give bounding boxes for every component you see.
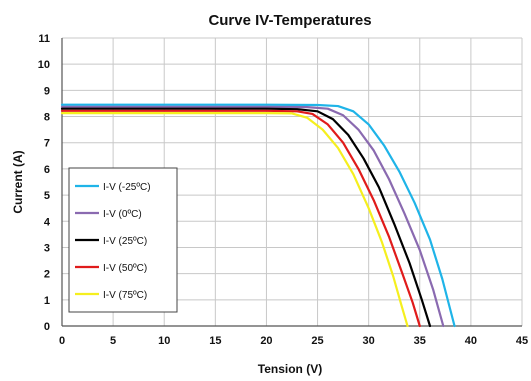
x-tick-label-2: 10 xyxy=(158,335,170,347)
x-tick-label-9: 45 xyxy=(516,335,528,347)
chart-title: Curve IV-Temperatures xyxy=(208,12,371,29)
x-axis-label: Tension (V) xyxy=(258,362,322,376)
series-line-4 xyxy=(60,112,409,328)
y-tick-label-10: 10 xyxy=(38,59,50,71)
y-tick-label-5: 5 xyxy=(44,190,50,202)
x-tick-label-5: 25 xyxy=(311,335,323,347)
y-axis-label: Current (A) xyxy=(11,150,25,213)
y-tick-label-9: 9 xyxy=(44,85,50,97)
series-line-0 xyxy=(60,103,456,328)
x-tick-label-6: 30 xyxy=(363,335,375,347)
plot-frame xyxy=(61,38,522,327)
x-tick-labels: 0 5 10 15 20 25 30 35 40 45 xyxy=(59,335,528,347)
x-tick-label-3: 15 xyxy=(209,335,221,347)
y-tick-label-3: 3 xyxy=(44,242,50,254)
series-line-1 xyxy=(60,105,445,328)
y-tick-label-11: 11 xyxy=(38,33,50,45)
legend-label-4: I-V (75ºC) xyxy=(103,290,147,301)
x-tick-label-7: 35 xyxy=(414,335,426,347)
legend: I-V (-25ºC) I-V (0ºC) I-V (25ºC) I-V (50ºC)… xyxy=(68,167,178,313)
x-tick-label-1: 5 xyxy=(110,335,116,347)
legend-label-1: I-V (0ºC) xyxy=(103,209,142,220)
series-line-2 xyxy=(60,107,432,328)
legend-label-3: I-V (50ºC) xyxy=(103,263,147,274)
x-tick-label-8: 40 xyxy=(465,335,477,347)
y-tick-label-0: 0 xyxy=(44,321,50,333)
y-tick-label-7: 7 xyxy=(44,138,50,150)
y-tick-label-4: 4 xyxy=(44,216,51,228)
y-tick-label-2: 2 xyxy=(44,269,50,281)
series-layer xyxy=(60,103,456,328)
legend-label-0: I-V (-25ºC) xyxy=(103,182,151,193)
legend-label-2: I-V (25ºC) xyxy=(103,236,147,247)
x-tick-label-0: 0 xyxy=(59,335,65,347)
x-tick-label-4: 20 xyxy=(260,335,272,347)
y-tick-label-1: 1 xyxy=(44,295,50,307)
y-tick-label-6: 6 xyxy=(44,164,50,176)
y-tick-labels: 0 1 2 3 4 5 6 7 8 9 10 11 xyxy=(38,33,51,333)
series-line-3 xyxy=(60,109,421,328)
y-tick-label-8: 8 xyxy=(44,112,50,124)
